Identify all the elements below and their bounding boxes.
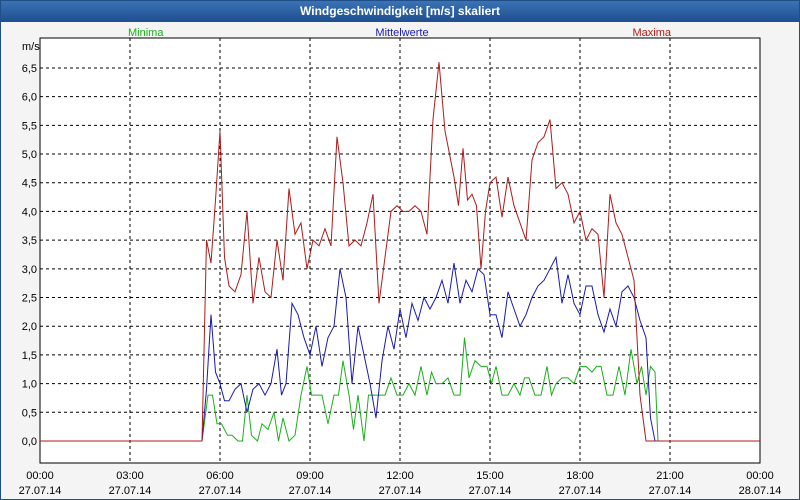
y-tick-label: 5,0 (22, 149, 37, 161)
grid (40, 38, 760, 463)
x-tick-date: 27.07.14 (109, 485, 152, 497)
y-tick-label: 2,0 (22, 321, 37, 333)
y-tick-label: 4,5 (22, 178, 37, 190)
x-tick-time: 03:00 (116, 470, 144, 482)
x-tick-date: 27.07.14 (649, 485, 692, 497)
series-group (40, 62, 760, 442)
series-line-minima (40, 337, 760, 442)
x-tick-time: 00:00 (746, 470, 774, 482)
y-tick-label: 3,0 (22, 264, 37, 276)
y-tick-label: 1,0 (22, 379, 37, 391)
x-tick-date: 27.07.14 (469, 485, 512, 497)
x-tick-date: 27.07.14 (289, 485, 332, 497)
y-tick-label: 2,5 (22, 293, 37, 305)
x-tick-time: 00:00 (26, 470, 54, 482)
x-tick-time: 12:00 (386, 470, 414, 482)
x-tick-date: 27.07.14 (559, 485, 602, 497)
x-tick-date: 27.07.14 (379, 485, 422, 497)
y-axis: 0,0 0,5 1,0 1,5 2,0 2,5 3,0 3,5 4,0 4,5 5,0 5,5 6,0 6… (22, 63, 37, 448)
y-tick-label: 0,0 (22, 436, 37, 448)
x-tick-time: 18:00 (566, 470, 594, 482)
y-axis-label: m/s (22, 41, 40, 53)
x-tick-time: 09:00 (296, 470, 324, 482)
x-tick-date: 27.07.14 (199, 485, 242, 497)
y-tick-label: 4,0 (22, 206, 37, 218)
x-tick-time: 06:00 (206, 470, 234, 482)
legend-maxima: Maxima (632, 27, 671, 39)
y-tick-label: 0,5 (22, 407, 37, 419)
y-tick-label: 3,5 (22, 235, 37, 247)
series-line-maxima (40, 62, 760, 442)
series-line-mittelwerte (40, 255, 760, 442)
y-tick-label: 6,0 (22, 92, 37, 104)
x-axis: 00:00 27.07.14 03:00 27.07.14 06:00 27.07.14 0… (19, 470, 782, 497)
window-title: Windgeschwindigkeit [m/s] skaliert (1, 1, 799, 22)
x-tick-time: 15:00 (476, 470, 504, 482)
y-tick-label: 5,5 (22, 120, 37, 132)
y-tick-label: 1,5 (22, 350, 37, 362)
x-tick-date: 27.07.14 (19, 485, 62, 497)
y-tick-label: 6,5 (22, 63, 37, 75)
x-tick-date: 28.07.14 (739, 485, 782, 497)
legend-minima: Minima (128, 27, 164, 39)
x-tick-time: 21:00 (656, 470, 684, 482)
legend-mittelwerte: Mittelwerte (375, 27, 428, 39)
